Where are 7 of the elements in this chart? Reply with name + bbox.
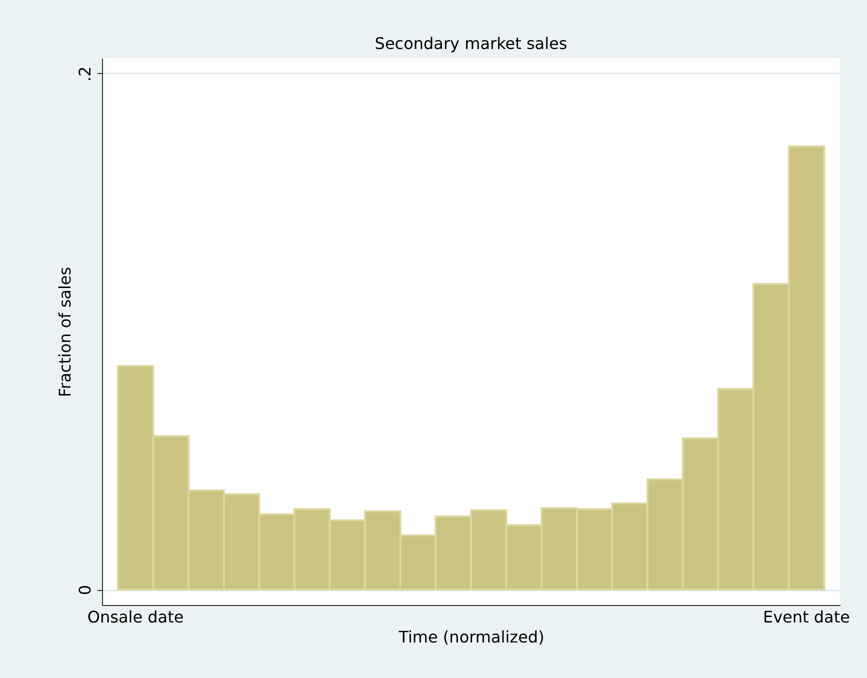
y-tick-label: .2 [76,66,94,82]
y-tick-label: 0 [76,584,94,596]
y-axis-title: Fraction of sales [56,266,74,398]
x-axis-title: Time (normalized) [398,628,544,646]
chart-title: Secondary market sales [374,34,568,53]
x-tick-label: Event date [762,608,850,626]
x-tick-label: Onsale date [87,608,184,626]
